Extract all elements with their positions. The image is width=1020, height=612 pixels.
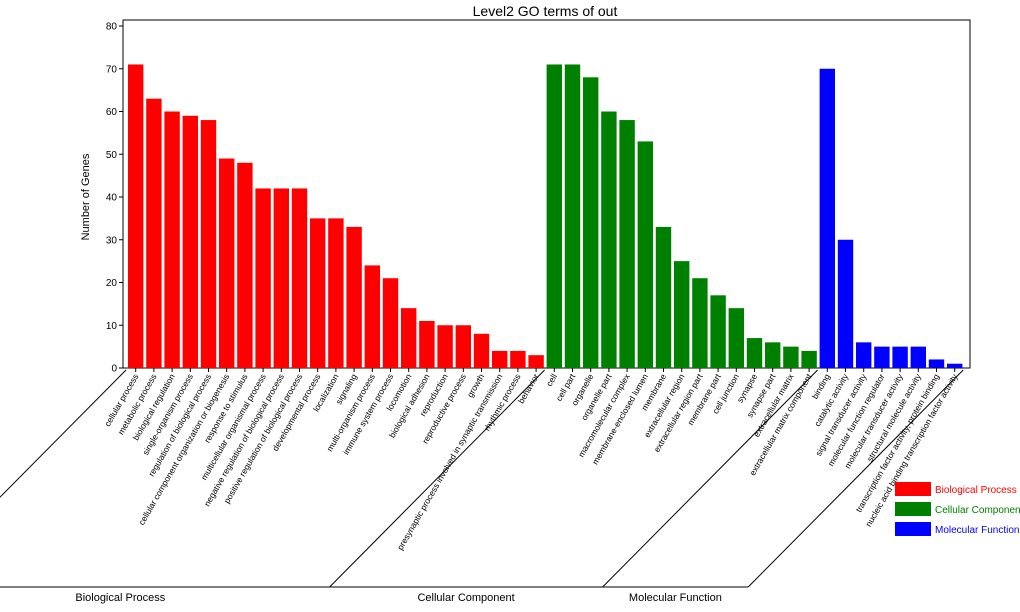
y-axis-title: Number of Genes [80, 153, 92, 240]
legend-label-biological-process: Biological Process [935, 485, 1017, 496]
x-tick-label: cell [544, 372, 559, 388]
bar-membrane-part [710, 295, 726, 368]
bar-positive-regulation-of-biological-process [291, 188, 308, 368]
y-tick-label: 50 [106, 150, 118, 161]
y-tick-label: 80 [106, 22, 118, 33]
bar-binding [819, 68, 835, 368]
bar-biological-adhesion [419, 320, 435, 368]
legend-swatch-molecular-function [895, 522, 931, 536]
bar-structural-molecule-activity [910, 346, 926, 368]
bar-localization [328, 218, 344, 368]
bar-cellular-process [128, 64, 144, 368]
bar-macromolecular-complex [619, 120, 635, 368]
bar-multi-organism-process [364, 265, 380, 368]
legend-label-molecular-function: Molecular Function [935, 525, 1019, 536]
bar-cellular-component-organization-or-biogenesis [219, 158, 235, 368]
y-tick-label: 70 [106, 64, 118, 75]
bar-synapse [746, 338, 763, 368]
y-tick-label: 30 [106, 235, 118, 246]
bar-rhythmic-process [510, 350, 526, 368]
group-label-molecular-function: Molecular Function [629, 592, 722, 604]
chart-title: Level2 GO terms of out [473, 3, 618, 19]
bar-cell-part [564, 64, 581, 368]
bar-signal-transducer-activity [856, 342, 872, 368]
bar-organelle-part [601, 111, 617, 368]
bar-cell-junction [728, 308, 744, 368]
bar-extracellular-region [674, 261, 690, 368]
bar-organelle [583, 77, 599, 369]
bar-developmental-process [310, 218, 326, 368]
group-label-cellular-component: Cellular Component [417, 592, 514, 604]
group-separator [0, 369, 127, 498]
legend-swatch-biological-process [895, 482, 931, 496]
bar-single-organism-process [182, 115, 198, 369]
bar-signaling [346, 226, 362, 368]
bar-multicellular-organismal-process [255, 188, 271, 368]
bar-response-to-stimulus [237, 162, 253, 368]
bar-extracellular-matrix-component [801, 350, 817, 368]
group-label-biological-process: Biological Process [75, 592, 165, 604]
bar-negative-regulation-of-biological-process [273, 188, 289, 368]
bar-metabolic-process [146, 98, 162, 369]
bar-membrane [655, 226, 672, 368]
plot-frame [122, 19, 971, 369]
group-separator [747, 369, 964, 588]
legend-label-cellular-component: Cellular Component [935, 505, 1020, 516]
group-separator [602, 369, 818, 588]
group-separator [329, 369, 545, 588]
y-tick-label: 20 [106, 278, 118, 289]
bar-molecular-function-regulator [874, 346, 890, 368]
bar-immune-system-process [382, 278, 399, 368]
bar-catalytic-activity [837, 239, 854, 368]
y-tick-label: 0 [111, 364, 117, 375]
bar-reproduction [437, 325, 453, 368]
y-tick-label: 60 [106, 107, 118, 118]
y-tick-label: 40 [106, 193, 118, 204]
bar-behavior [528, 355, 544, 368]
bar-membrane-enclosed-lumen [637, 141, 653, 368]
y-tick-label: 10 [106, 321, 118, 332]
bar-cell [546, 64, 562, 368]
bar-locomotion [401, 308, 417, 368]
bar-extracellular-matrix [783, 346, 799, 368]
bar-nucleic-acid-binding-transcription-factor-activity [947, 363, 963, 368]
bar-synapse-part [765, 342, 781, 368]
bar-regulation-of-biological-process [200, 120, 217, 368]
bar-biological-regulation [164, 111, 180, 368]
legend-swatch-cellular-component [895, 502, 931, 516]
bar-growth [473, 333, 490, 368]
bar-extracellular-region-part [692, 278, 708, 368]
bar-molecular-transducer-activity [892, 346, 908, 368]
bar-presynaptic-process-involved-in-synaptic-transmission [492, 350, 508, 368]
bar-reproductive-process [455, 325, 471, 368]
bar-transcription-factor-activity-protein-binding [928, 359, 945, 368]
